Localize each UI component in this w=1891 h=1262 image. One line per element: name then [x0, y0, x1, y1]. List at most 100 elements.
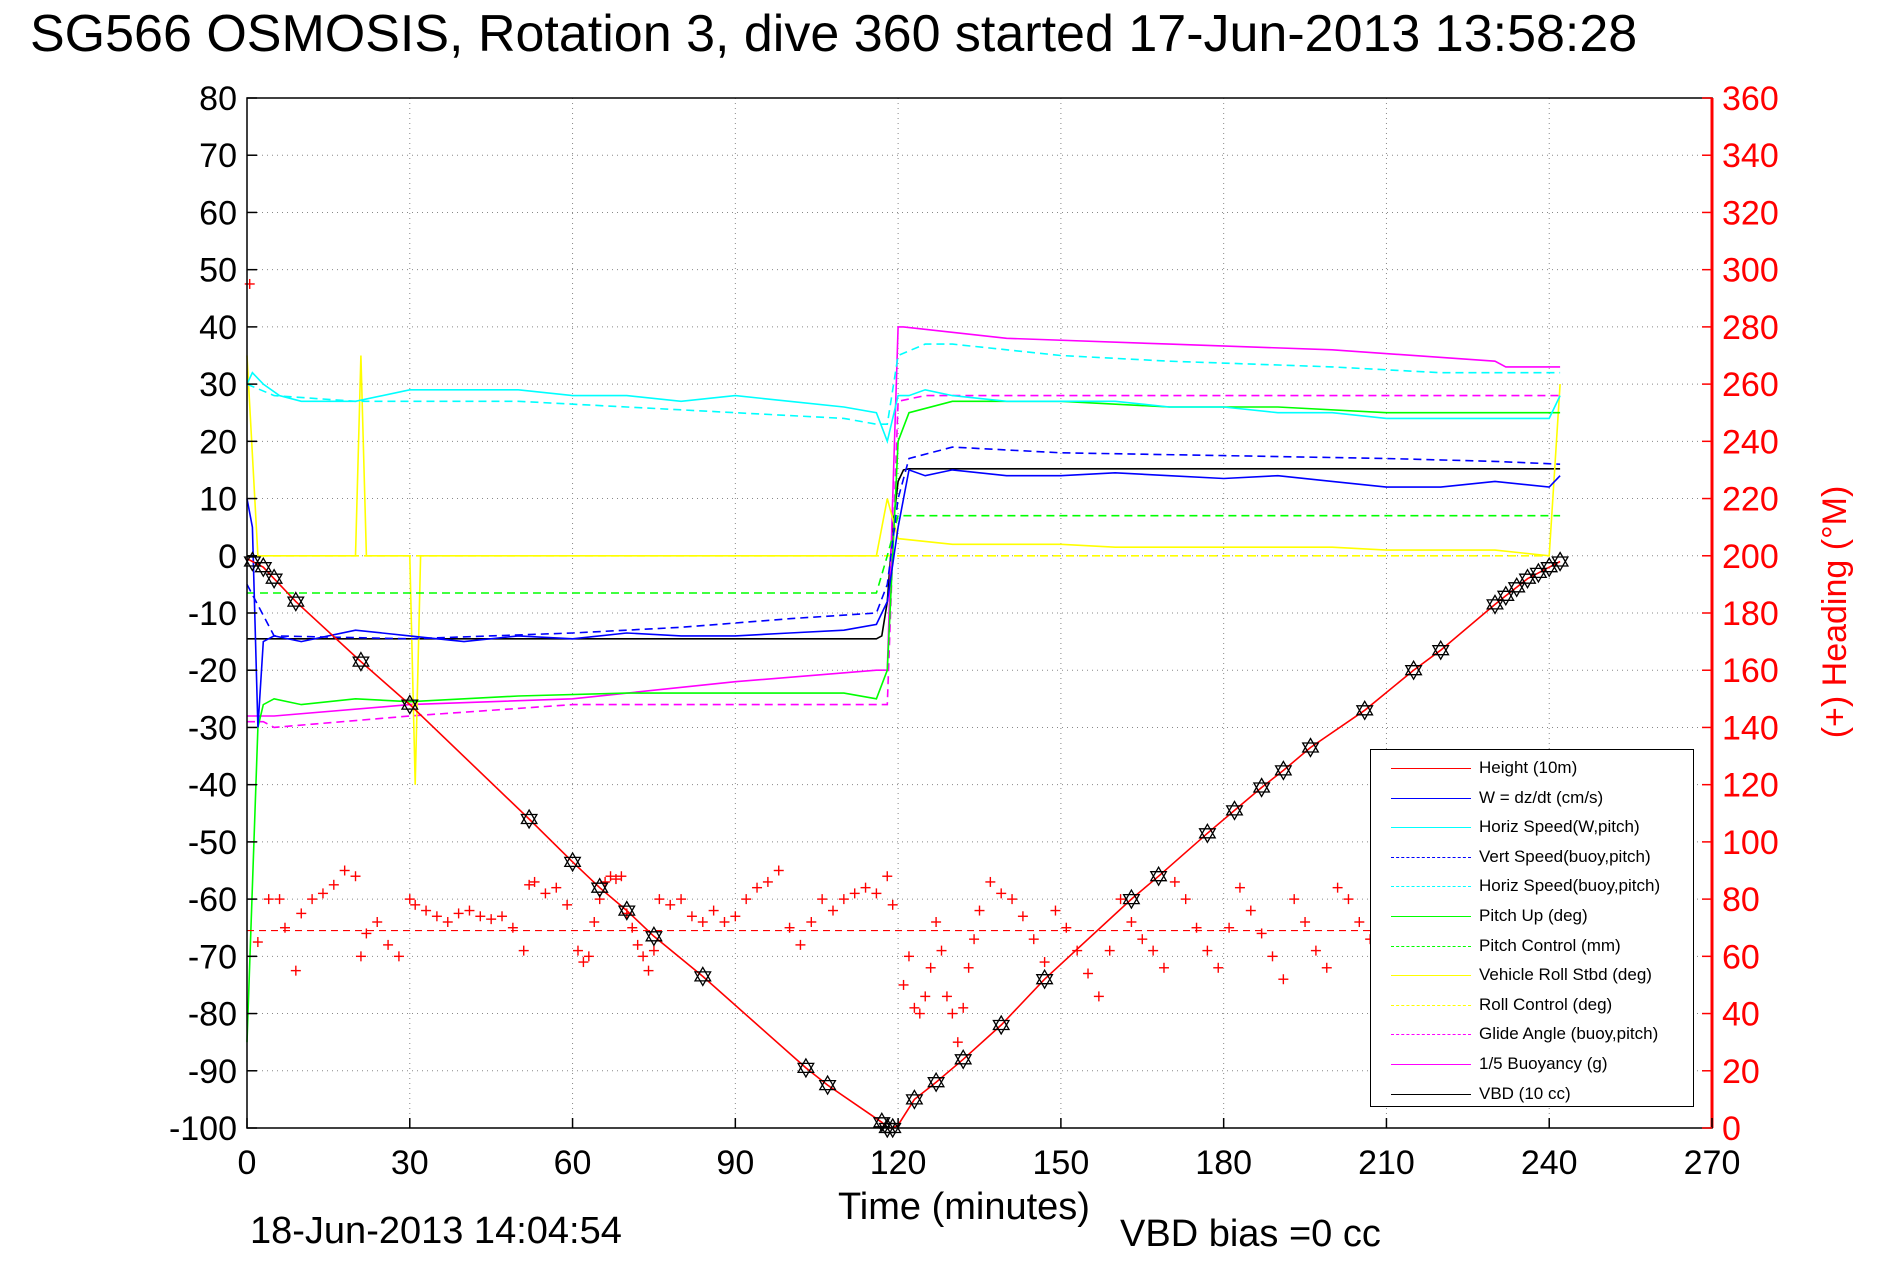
legend-swatch — [1391, 1064, 1471, 1065]
heading-point — [453, 908, 464, 919]
depth-marker — [1431, 639, 1450, 661]
heading-point — [882, 871, 893, 882]
heading-point — [1039, 957, 1050, 968]
series-line — [246, 355, 1561, 785]
x-tick-label: 150 — [1033, 1144, 1090, 1182]
heading-point — [914, 1008, 925, 1019]
y2-tick-label: 40 — [1722, 996, 1760, 1034]
heading-point — [589, 917, 600, 927]
heading-point — [279, 922, 290, 933]
depth-marker — [590, 877, 609, 898]
series-line — [246, 371, 1561, 445]
series-line — [247, 394, 1561, 729]
x-tick-label: 90 — [716, 1144, 754, 1182]
heading-point — [1115, 894, 1126, 905]
legend-label: Vehicle Roll Stbd (deg) — [1479, 965, 1652, 985]
depth-marker — [286, 591, 305, 612]
y2-tick-label: 360 — [1722, 80, 1779, 118]
legend-item: Pitch Control (mm) — [1371, 932, 1693, 962]
heading-point — [244, 278, 255, 289]
heading-point — [1354, 917, 1365, 927]
heading-point — [627, 922, 638, 933]
depth-marker — [1301, 737, 1320, 758]
legend-label: Glide Angle (buoy,pitch) — [1479, 1024, 1659, 1044]
y-tick-label: 50 — [199, 252, 237, 290]
heading-point — [1213, 962, 1224, 973]
heading-point — [676, 894, 687, 905]
legend-swatch — [1391, 797, 1471, 799]
depth-marker — [645, 925, 663, 947]
legend: Height (10m) W = dz/dt (cm/s) Horiz Speed(… — [1370, 749, 1694, 1107]
heading-point — [1017, 911, 1028, 922]
legend-swatch — [1391, 827, 1471, 829]
heading-point — [974, 905, 985, 916]
heading-point — [464, 905, 475, 916]
footer-vbd-bias: VBD bias =0 cc — [1120, 1213, 1381, 1255]
x-axis: 0 30 60 90 120 150 180 210 240 270 — [238, 1118, 1740, 1182]
heading-point — [1104, 945, 1115, 956]
heading-point — [898, 979, 909, 990]
heading-point — [730, 911, 741, 922]
depth-marker — [1551, 551, 1570, 572]
heading-point — [1061, 922, 1072, 933]
heading-point — [252, 937, 263, 948]
legend-label: Height (10m) — [1479, 758, 1578, 777]
depth-marker — [352, 651, 370, 672]
depth-marker — [400, 694, 419, 715]
heading-point — [909, 1002, 920, 1013]
heading-point — [828, 905, 838, 916]
x-tick-label: 60 — [554, 1144, 592, 1182]
legend-swatch — [1391, 945, 1471, 947]
legend-label: VBD (10 cc) — [1479, 1083, 1571, 1103]
depth-marker — [1198, 823, 1217, 844]
depth-marker — [1404, 659, 1423, 681]
depth-marker — [1496, 585, 1515, 607]
legend-item: Vehicle Roll Stbd (deg) — [1371, 961, 1693, 991]
y-tick-label: -50 — [188, 824, 237, 862]
heading-point — [507, 922, 518, 933]
heading-point — [475, 911, 486, 922]
heading-point — [1256, 928, 1267, 939]
heading-point — [996, 888, 1007, 899]
x-tick-label: 0 — [238, 1144, 257, 1182]
heading-point — [616, 871, 627, 882]
y-tick-label: 70 — [199, 137, 237, 175]
y2-axis-label: (+) Heading (°M) — [1816, 486, 1854, 739]
depth-marker — [563, 851, 582, 873]
heading-point — [969, 934, 980, 945]
depth-marker — [1486, 594, 1504, 615]
series-line — [246, 343, 1561, 426]
y-tick-label: 10 — [199, 481, 237, 519]
heading-point — [1158, 962, 1169, 973]
heading-point — [643, 965, 654, 976]
heading-point — [1332, 882, 1343, 893]
depth-marker — [1035, 968, 1054, 990]
series-line — [247, 514, 1561, 594]
heading-point — [372, 917, 383, 927]
heading-point — [529, 876, 540, 887]
heading-point — [393, 951, 404, 962]
heading-point — [290, 965, 301, 976]
legend-item: Horiz Speed(buoy,pitch) — [1371, 872, 1693, 902]
heading-point — [947, 1008, 958, 1019]
legend-item: Horiz Speed(W,pitch) — [1371, 813, 1693, 843]
heading-point — [1300, 917, 1311, 927]
depth-marker — [1225, 800, 1244, 821]
heading-point — [1234, 882, 1245, 893]
heading-point — [1083, 968, 1094, 979]
y-tick-label: -100 — [169, 1110, 237, 1148]
legend-swatch — [1391, 1004, 1471, 1006]
y-tick-label: -20 — [188, 652, 237, 690]
series-line — [246, 468, 1561, 728]
heading-point — [686, 911, 697, 922]
heading-point — [339, 865, 350, 876]
heading-point — [1245, 905, 1256, 916]
legend-swatch — [1391, 856, 1471, 858]
heading-point — [1126, 917, 1137, 927]
legend-label: Pitch Control (mm) — [1479, 935, 1621, 955]
heading-point — [1202, 945, 1213, 956]
y-tick-label: 20 — [199, 423, 237, 461]
heading-point — [578, 957, 589, 968]
heading-point — [1137, 934, 1148, 945]
heading-point — [838, 894, 849, 905]
